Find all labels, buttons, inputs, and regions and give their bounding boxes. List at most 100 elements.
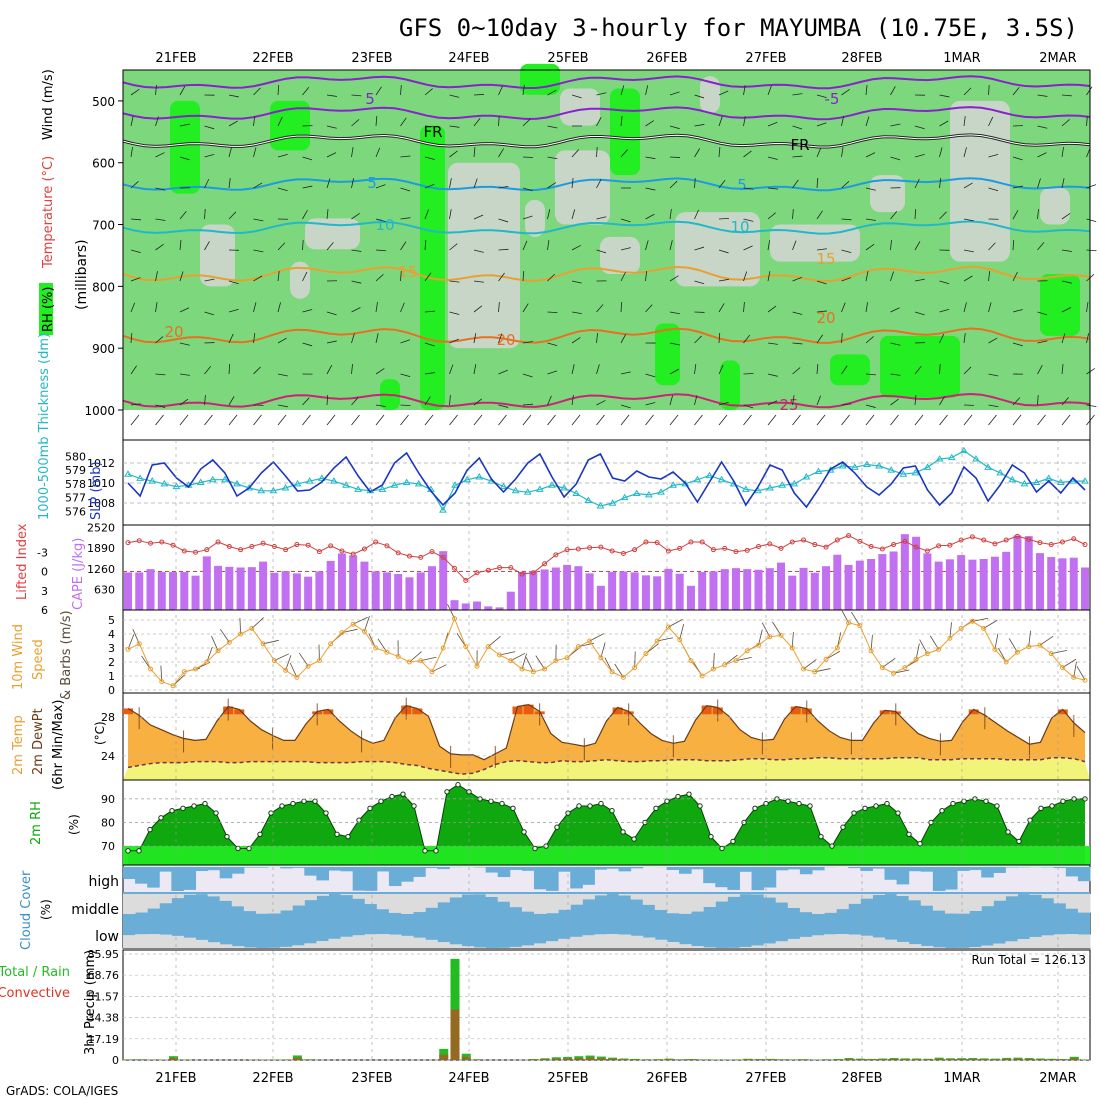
moist-air-region xyxy=(880,335,960,398)
wind-barb xyxy=(620,414,630,426)
low-cloud-gap xyxy=(509,946,523,948)
wind-barb xyxy=(694,124,705,127)
wind-speed-point xyxy=(778,632,784,638)
wind-barb xyxy=(914,414,924,426)
low-cloud-gap xyxy=(437,942,450,948)
convective-bar xyxy=(923,1059,933,1060)
wind-speed-point xyxy=(981,625,987,631)
thickness-point xyxy=(402,478,411,485)
thickness-point xyxy=(996,468,1005,476)
wind-speed-point xyxy=(936,646,942,652)
rh-point xyxy=(455,782,461,788)
wind-barb xyxy=(228,120,238,127)
max-temp-cap xyxy=(412,708,423,715)
high-cloud-bar xyxy=(413,867,426,877)
li-tick-label: 6 xyxy=(41,604,48,617)
low-cloud-gap xyxy=(739,946,753,948)
wind-barb xyxy=(571,395,574,406)
wind-barb xyxy=(228,396,235,406)
wind-barb xyxy=(988,116,994,127)
middle-cloud-gap xyxy=(123,894,136,914)
middle-cloud-gap xyxy=(509,894,523,908)
low-cloud-gap xyxy=(473,947,487,948)
wind-barb xyxy=(535,655,545,670)
date-label-bottom: 21FEB xyxy=(155,1071,196,1086)
wind-barb xyxy=(211,636,219,651)
wind-barb xyxy=(498,404,509,408)
high-cloud-bar xyxy=(364,867,378,891)
wind-barb xyxy=(424,396,431,406)
wind-barb xyxy=(228,147,232,158)
wind-barb xyxy=(375,184,386,189)
cape-bar xyxy=(765,568,774,610)
rh-point xyxy=(389,793,395,800)
wind-barb xyxy=(326,242,334,251)
convective-bar xyxy=(1069,1058,1079,1060)
high-cloud-bar xyxy=(932,867,946,891)
rh-point xyxy=(301,798,307,804)
high-cloud-bar xyxy=(763,867,777,888)
wind-barb xyxy=(130,414,140,426)
wind-speed-point xyxy=(924,651,930,657)
wind-barb xyxy=(179,373,190,376)
thickness-tick-label: 577 xyxy=(65,492,86,505)
high-cloud-bar xyxy=(848,867,861,869)
middle-cloud-gap xyxy=(485,894,499,897)
wind-barb xyxy=(919,639,928,654)
wind-barb xyxy=(988,242,996,251)
rh-point xyxy=(587,803,593,809)
wind-barb xyxy=(424,125,435,128)
convective-bar xyxy=(979,1059,989,1060)
rh-point xyxy=(345,833,351,840)
thickness-point xyxy=(269,486,278,494)
wind-barb xyxy=(1012,239,1015,251)
wind-barb xyxy=(816,364,819,375)
rh-point xyxy=(411,803,417,809)
wind-barb xyxy=(424,342,435,347)
wind-barb xyxy=(988,187,999,192)
wind-barb xyxy=(792,342,803,345)
wind-barb xyxy=(914,178,920,189)
wind-barb xyxy=(694,280,705,285)
wind-barb xyxy=(285,655,292,671)
dry-air-region xyxy=(555,150,610,225)
lifted-index-point xyxy=(294,542,300,548)
wind-barb xyxy=(155,271,158,282)
wind-barb xyxy=(400,270,402,282)
wind-barb xyxy=(351,212,360,220)
wind-barb xyxy=(547,273,556,282)
thickness-point xyxy=(669,481,678,488)
low-cloud-gap xyxy=(666,941,680,948)
wind-barb xyxy=(915,643,920,660)
wind-barb xyxy=(718,249,729,254)
date-label-top: 21FEB xyxy=(155,51,196,66)
wind-speed-point xyxy=(767,634,773,640)
lifted-index-point xyxy=(981,537,987,543)
y-axis-label: 2m DewPt xyxy=(31,708,46,775)
wind-barb xyxy=(1086,184,1097,189)
wind-barb xyxy=(914,278,925,282)
wind-barb xyxy=(1086,333,1090,344)
middle-cloud-gap xyxy=(401,894,414,914)
high-cloud-bar xyxy=(219,867,233,879)
wind-barb xyxy=(1012,342,1023,347)
wind-barb xyxy=(204,365,212,375)
wind-barb xyxy=(326,365,333,375)
max-temp-cap xyxy=(123,708,133,715)
wind-barb xyxy=(816,94,827,99)
wind-speed-point xyxy=(913,656,919,662)
wind-barb xyxy=(914,125,925,130)
precip-tick-label: 85.95 xyxy=(88,948,120,961)
wind-barb xyxy=(130,116,134,127)
slp-tick-label: 1010 xyxy=(87,477,115,490)
wind-barb xyxy=(767,121,778,127)
wind-barb xyxy=(669,395,674,406)
thickness-point xyxy=(911,468,920,476)
rh-point xyxy=(191,803,197,809)
wind-barb xyxy=(571,178,574,189)
wind-speed-point xyxy=(260,641,266,647)
isotherm-line xyxy=(122,106,1091,121)
wind-barb xyxy=(841,181,850,189)
thickness-point xyxy=(632,489,641,497)
middle-cloud-gap xyxy=(533,894,547,914)
